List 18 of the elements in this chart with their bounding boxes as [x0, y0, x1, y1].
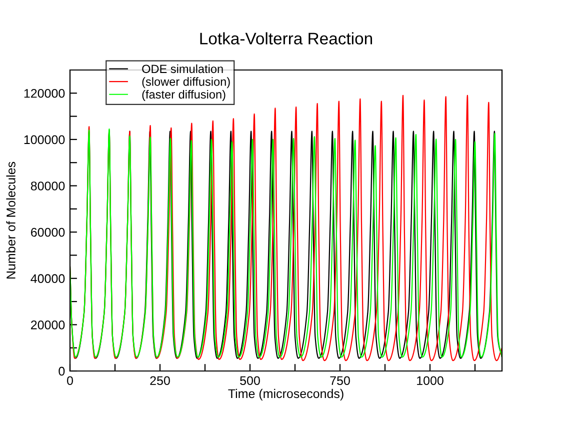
- x-tick-label: 750: [330, 376, 350, 386]
- legend-label: (slower diffusion): [142, 77, 230, 88]
- y-tick-label: 0: [58, 366, 65, 376]
- y-tick-label: 40000: [30, 274, 65, 284]
- chart-title: Lotka-Volterra Reaction: [200, 32, 372, 44]
- legend-label: ODE simulation: [142, 64, 223, 74]
- x-tick-label: 0: [67, 376, 73, 386]
- y-tick-label: 120000: [24, 88, 65, 98]
- x-axis-title: Time (microseconds): [228, 388, 344, 401]
- y-tick-label: 60000: [31, 228, 65, 237]
- y-tick-label: 80000: [30, 182, 65, 190]
- y-axis-title: Number of Molecules: [6, 162, 16, 279]
- x-tick-label: 1000: [417, 376, 444, 386]
- x-tick-label: 250: [150, 376, 170, 386]
- y-tick-label: 20000: [31, 320, 65, 330]
- legend-label: (faster diffusion): [142, 90, 226, 101]
- x-tick-label: 500: [240, 376, 260, 386]
- y-tick-label: 100000: [24, 135, 65, 144]
